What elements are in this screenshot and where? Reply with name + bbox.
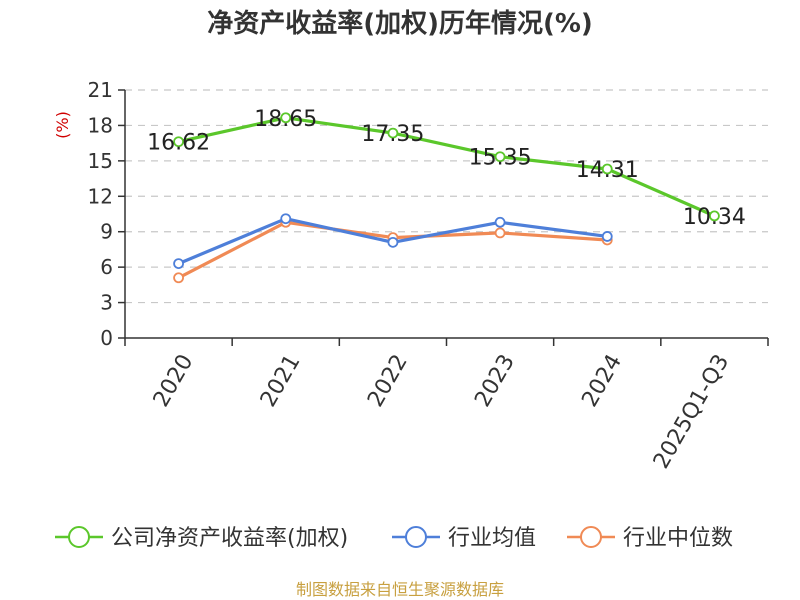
legend-label: 行业中位数 [623, 526, 733, 551]
y-tick-label: 9 [100, 220, 113, 244]
y-axis-unit-label: (%) [53, 111, 72, 139]
data-point [173, 258, 184, 270]
data-point [387, 236, 399, 248]
y-tick-label: 18 [88, 113, 113, 137]
y-tick-label: 21 [88, 78, 113, 102]
x-tick-label: 2022 [363, 350, 413, 411]
data-label: 18.65 [254, 107, 317, 132]
data-point [173, 272, 184, 284]
y-tick-label: 3 [100, 291, 113, 315]
data-point [494, 216, 506, 228]
legend: 公司净资产收益率(加权) 行业均值 行业中位数 [55, 526, 733, 551]
data-label: 16.62 [147, 131, 210, 156]
data-point [601, 231, 613, 242]
series-line [177, 220, 608, 280]
x-tick-label: 2023 [470, 350, 520, 411]
legend-marker [580, 526, 602, 548]
legend-label: 行业均值 [448, 526, 536, 551]
x-tick-label: 2020 [149, 350, 199, 411]
y-tick-label: 12 [88, 184, 113, 208]
chart-title: 净资产收益率(加权)历年情况(%) [207, 8, 593, 39]
x-tick-label: 2025Q1-Q3 [649, 350, 734, 473]
data-label: 14.31 [576, 158, 639, 183]
legend-label: 公司净资产收益率(加权) [111, 526, 348, 551]
series-line [178, 116, 716, 218]
data-point [494, 227, 506, 239]
data-point [709, 210, 720, 222]
data-label: 15.35 [469, 146, 532, 171]
data-point [601, 163, 613, 175]
series-layer [173, 112, 720, 284]
legend-marker [68, 526, 90, 548]
y-tick-label: 15 [88, 149, 113, 173]
data-point [387, 127, 399, 139]
x-tick-label: 2024 [577, 350, 627, 411]
data-point [280, 213, 292, 225]
x-tick-label: 2021 [256, 350, 306, 411]
data-label: 17.35 [361, 122, 424, 147]
data-label: 10.34 [683, 205, 746, 230]
data-labels: 16.62 18.65 17.35 15.35 14.31 10.34 [147, 107, 746, 230]
y-tick-label: 6 [100, 255, 113, 279]
grid-lines [125, 89, 768, 304]
source-note: 制图数据来自恒生聚源数据库 [296, 580, 504, 599]
data-point [280, 112, 292, 124]
data-point [173, 136, 184, 148]
y-tick-label: 0 [100, 326, 113, 350]
data-point [494, 151, 506, 163]
legend-marker [405, 526, 427, 548]
